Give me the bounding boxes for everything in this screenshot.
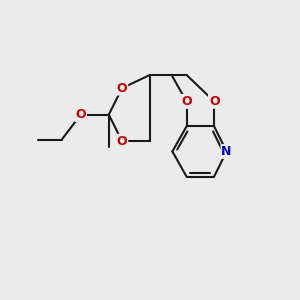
Text: O: O <box>209 95 220 108</box>
Text: O: O <box>181 95 192 108</box>
Text: O: O <box>117 135 127 148</box>
Text: N: N <box>221 145 232 158</box>
Text: O: O <box>76 108 86 121</box>
Text: O: O <box>117 82 127 95</box>
